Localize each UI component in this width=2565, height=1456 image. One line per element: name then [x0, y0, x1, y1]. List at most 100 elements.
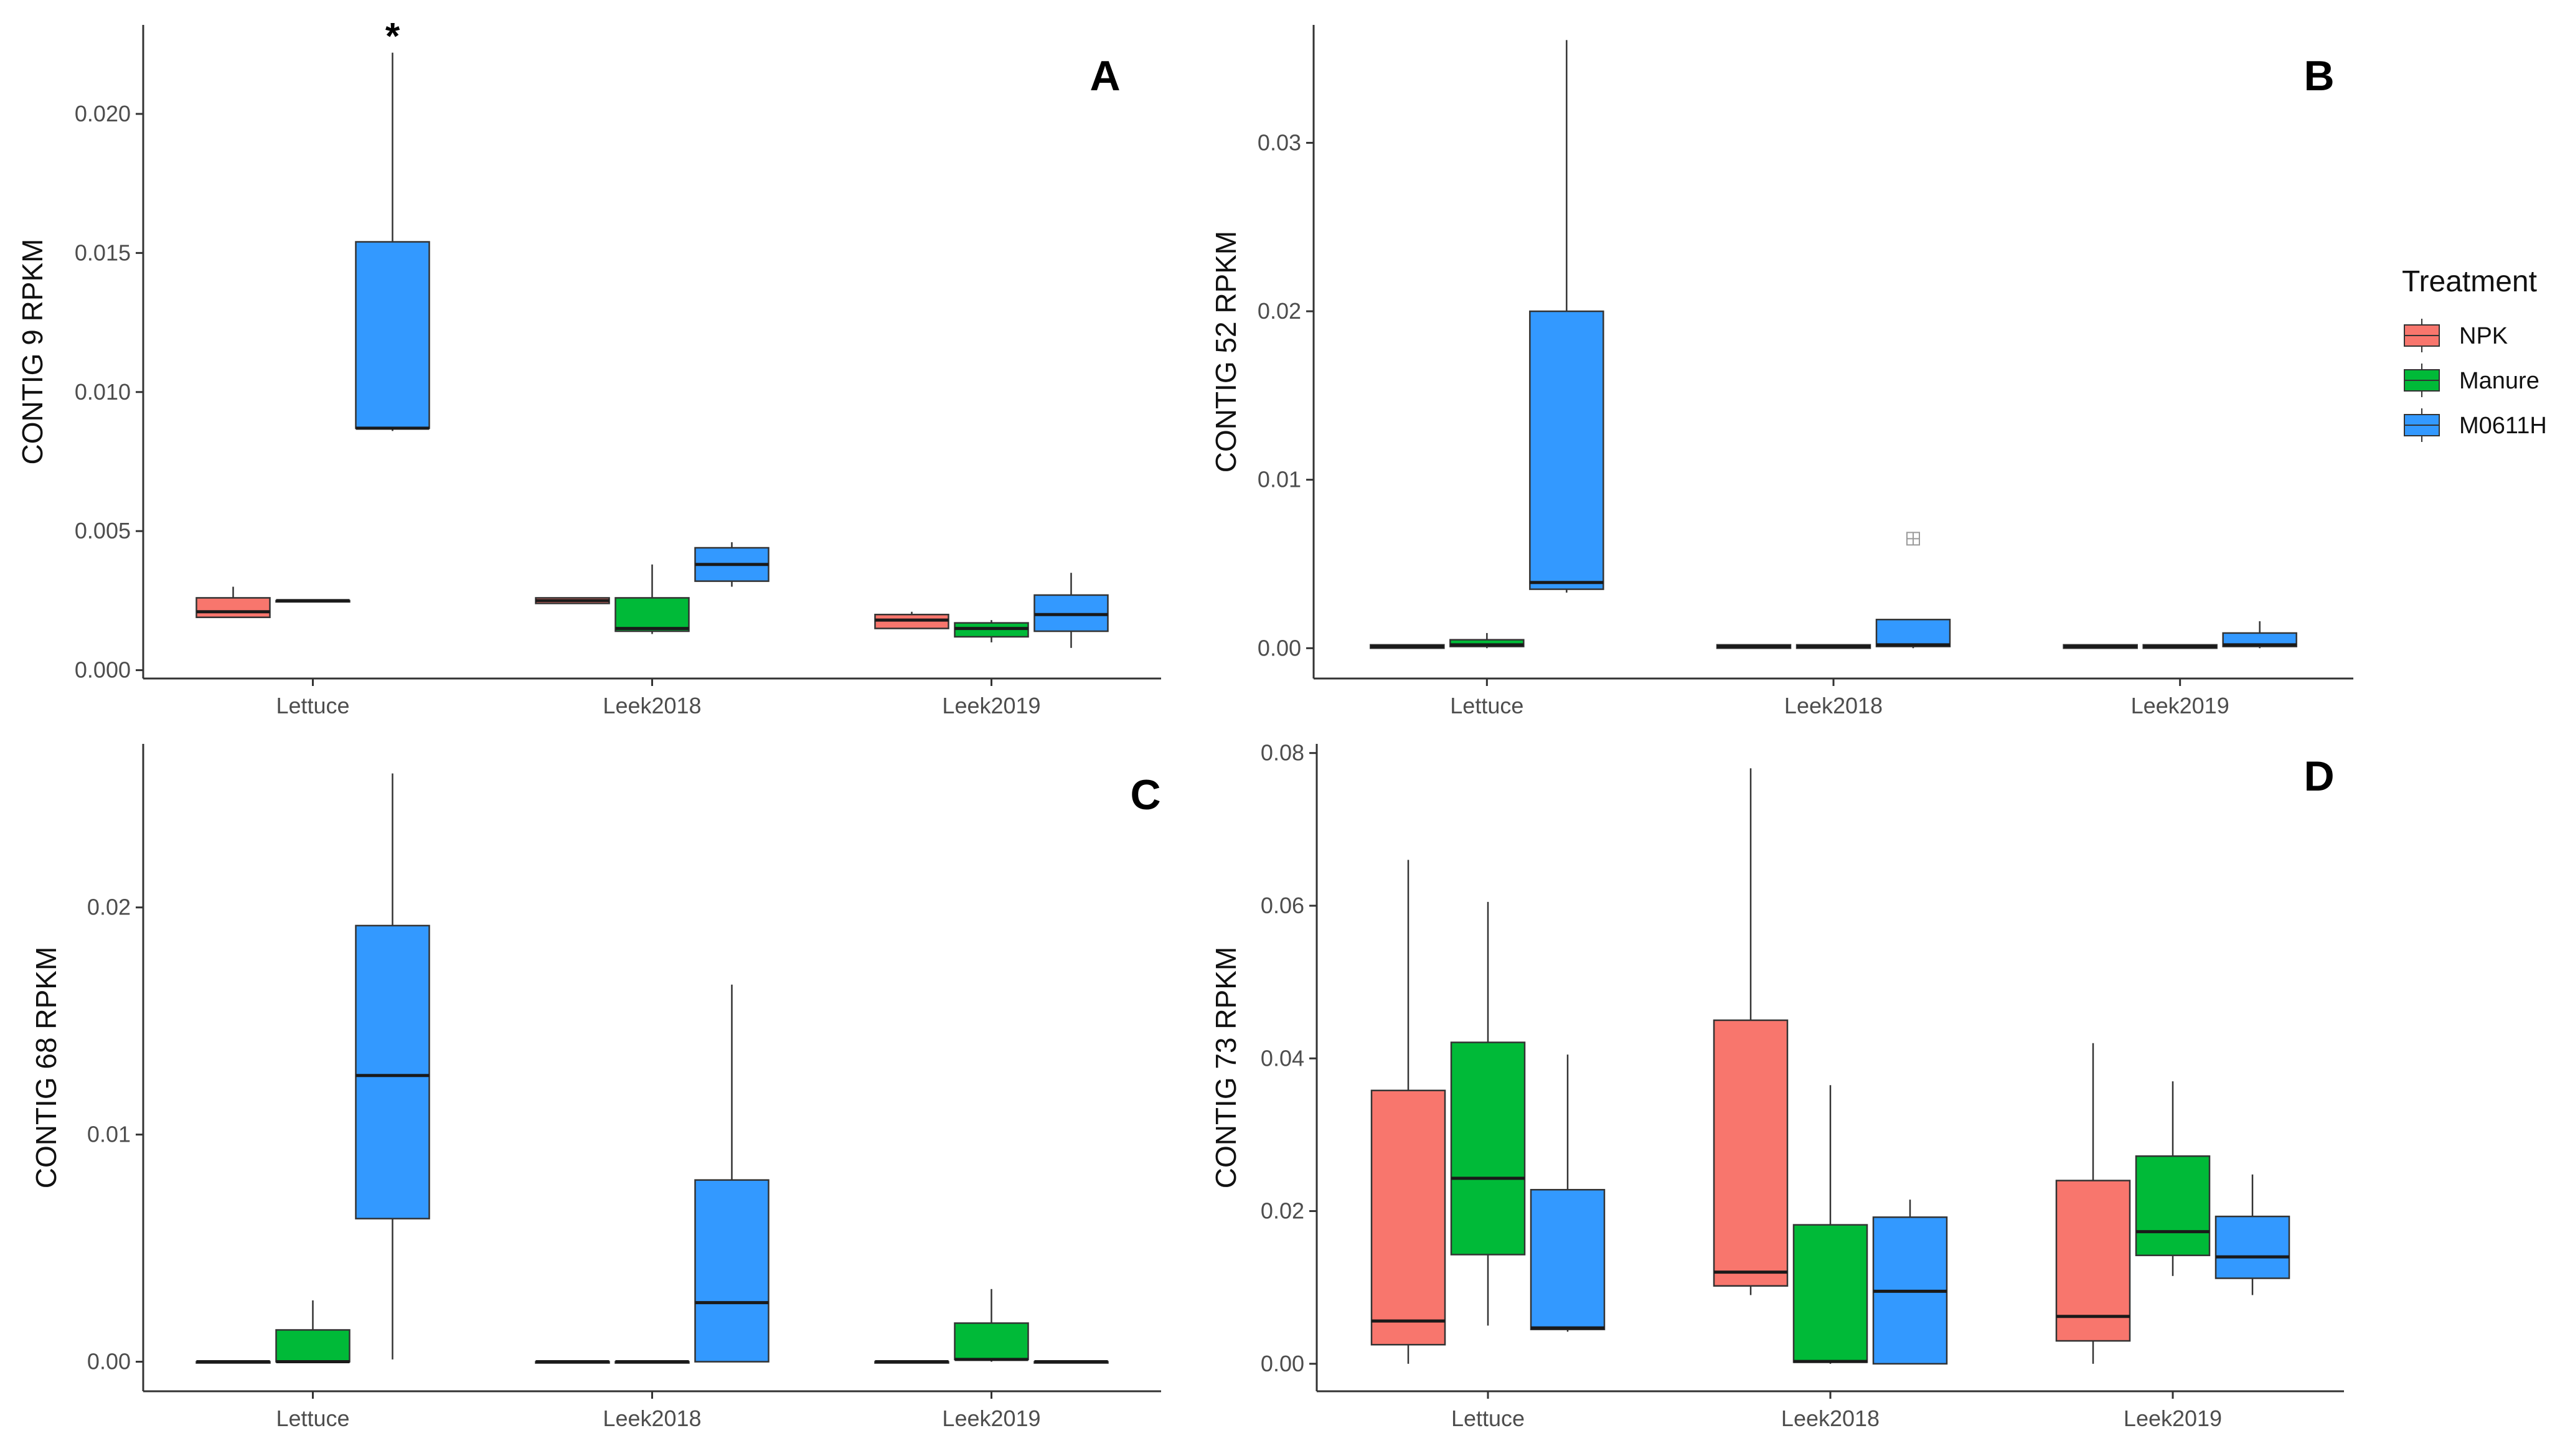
box-m0611h-leek2019	[1033, 1360, 1109, 1364]
y-tick-label: 0.06	[1261, 893, 1304, 918]
box-manure-leek2018	[614, 564, 690, 634]
box-iqr	[2055, 1180, 2131, 1342]
significance-asterisk: *	[385, 16, 400, 57]
x-tick-label-leek2019: Leek2019	[942, 693, 1040, 718]
x-tick-label-leek2019: Leek2019	[2131, 693, 2229, 718]
x-tick-label-lettuce: Lettuce	[276, 1406, 349, 1431]
y-tick-label: 0.02	[87, 895, 131, 920]
box-npk-lettuce	[195, 1360, 271, 1364]
y-axis-title: CONTIG 52 RPKM	[1210, 231, 1242, 473]
box-manure-leek2019	[954, 620, 1029, 642]
box-iqr	[1529, 310, 1604, 590]
y-tick-label: 0.00	[1258, 635, 1301, 660]
box-iqr	[694, 1179, 770, 1363]
box-m0611h-lettuce	[1530, 1054, 1606, 1332]
box-iqr	[2222, 632, 2297, 647]
x-tick-label-leek2019: Leek2019	[942, 1406, 1040, 1431]
box-npk-leek2018	[1713, 768, 1789, 1295]
box-m0611h-leek2018	[1872, 1200, 1948, 1365]
box-m0611h-leek2018	[1875, 619, 1951, 649]
box-m0611h-leek2018	[694, 542, 770, 587]
box-iqr	[1530, 1188, 1606, 1330]
y-tick-label: 0.01	[87, 1122, 131, 1147]
y-tick-label: 0.04	[1261, 1045, 1304, 1071]
box-m0611h-leek2018	[694, 984, 770, 1363]
box-manure-leek2018	[1796, 644, 1871, 649]
box-iqr	[1449, 639, 1525, 647]
box-manure-lettuce	[1450, 901, 1526, 1326]
box-npk-leek2018	[1716, 644, 1792, 649]
box-iqr	[614, 597, 690, 632]
box-iqr	[195, 597, 271, 618]
box-m0611h-leek2019	[1033, 573, 1109, 648]
legend-label-manure: Manure	[2459, 368, 2539, 394]
box-manure-lettuce	[1449, 632, 1525, 649]
box-m0611h-leek2019	[2222, 621, 2297, 649]
box-npk-leek2018	[535, 1360, 610, 1364]
panel-c: 0.00 0.01 0.02 Lettuce Leek2018 Leek2019 CONTI…	[30, 744, 1161, 1431]
x-tick-label-lettuce: Lettuce	[1450, 693, 1523, 718]
y-tick-label: 0.02	[1258, 298, 1301, 324]
legend-entry-npk: NPK	[2404, 319, 2508, 352]
x-tick-label-leek2018: Leek2018	[1781, 1406, 1880, 1431]
legend-entry-manure: Manure	[2404, 364, 2539, 397]
x-tick-label-leek2018: Leek2018	[603, 693, 701, 718]
x-tick-label-lettuce: Lettuce	[276, 693, 349, 718]
box-iqr	[2214, 1215, 2290, 1279]
box-npk-leek2019	[874, 1360, 949, 1364]
y-tick-label: 0.03	[1258, 129, 1301, 155]
y-axis-title: CONTIG 9 RPKM	[16, 239, 49, 465]
box-npk-lettuce	[1370, 860, 1446, 1364]
box-iqr	[2135, 1155, 2211, 1256]
box-manure-leek2018	[1792, 1085, 1868, 1364]
y-axis-title: CONTIG 73 RPKM	[1210, 947, 1242, 1189]
box-npk-leek2018	[535, 597, 610, 604]
box-manure-leek2019	[2142, 644, 2218, 649]
box-m0611h-lettuce	[1529, 40, 1604, 593]
box-iqr	[355, 241, 430, 430]
box-iqr	[1713, 1019, 1789, 1287]
y-tick-label: 0.010	[75, 379, 131, 405]
legend-label-npk: NPK	[2459, 323, 2508, 349]
y-tick-label: 0.020	[75, 101, 131, 126]
x-tick-label-lettuce: Lettuce	[1451, 1406, 1525, 1431]
box-iqr	[1792, 1224, 1868, 1363]
y-tick-label: 0.005	[75, 518, 131, 543]
box-npk-leek2019	[874, 611, 949, 629]
outlier-point	[1906, 532, 1920, 546]
legend-label-m0611h: M0611H	[2459, 413, 2547, 439]
panel-letter: D	[2304, 753, 2334, 800]
box-iqr	[1875, 619, 1951, 647]
x-tick-label-leek2018: Leek2018	[1784, 693, 1883, 718]
box-manure-leek2019	[2135, 1081, 2211, 1276]
box-npk-lettuce	[195, 586, 271, 618]
box-m0611h-lettuce	[355, 773, 430, 1360]
legend-entry-m0611h: M0611H	[2404, 408, 2547, 442]
y-axis-title: CONTIG 68 RPKM	[30, 947, 62, 1189]
legend: Treatment NPK Manure M0611H	[2402, 265, 2547, 442]
box-m0611h-lettuce	[355, 52, 430, 431]
box-npk-lettuce	[1370, 644, 1445, 649]
box-iqr	[1370, 1089, 1446, 1346]
box-iqr	[954, 1322, 1029, 1361]
box-iqr	[1450, 1041, 1526, 1256]
box-manure-lettuce	[275, 599, 351, 603]
box-manure-leek2019	[954, 1289, 1029, 1362]
panel-a: 0.000 0.005 0.010 0.015 0.020 Lettuce Leek2018…	[16, 16, 1161, 718]
x-tick-label-leek2019: Leek2019	[2124, 1406, 2222, 1431]
panel-d: 0.00 0.02 0.04 0.06 0.08 Lettuce Leek2018 Leek2…	[1210, 740, 2344, 1431]
box-npk-leek2019	[2055, 1043, 2131, 1364]
box-npk-leek2019	[2063, 644, 2138, 649]
y-tick-label: 0.00	[87, 1349, 131, 1374]
panel-letter: C	[1130, 771, 1160, 819]
panel-letter: B	[2304, 52, 2334, 100]
legend-title: Treatment	[2402, 265, 2537, 298]
x-tick-label-leek2018: Leek2018	[603, 1406, 701, 1431]
box-iqr	[275, 1329, 351, 1363]
panel-b: 0.00 0.01 0.02 0.03 Lettuce Leek2018 Leek2019 C…	[1210, 25, 2353, 718]
box-m0611h-leek2019	[2214, 1174, 2290, 1295]
y-tick-label: 0.01	[1258, 467, 1301, 492]
y-tick-label: 0.02	[1261, 1198, 1304, 1224]
box-manure-lettuce	[275, 1300, 351, 1364]
